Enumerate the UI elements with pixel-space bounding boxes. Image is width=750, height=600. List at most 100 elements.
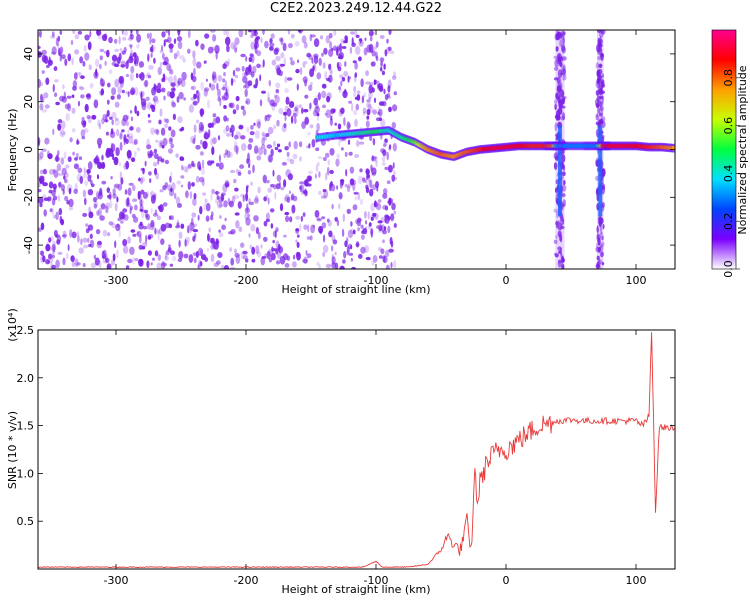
noise-speck: [255, 227, 259, 235]
noise-speck: [212, 34, 217, 42]
noise-speck: [267, 126, 274, 135]
noise-speck: [56, 163, 62, 172]
noise-speck: [556, 76, 562, 84]
noise-speck: [127, 187, 132, 196]
noise-speck: [348, 252, 354, 256]
signal-track: [314, 125, 675, 162]
noise-speck: [157, 66, 162, 76]
noise-speck: [93, 201, 99, 208]
noise-speck: [132, 52, 137, 58]
noise-speck: [253, 84, 258, 89]
noise-speck: [318, 263, 321, 269]
noise-speck: [217, 135, 221, 141]
noise-speck: [154, 193, 157, 200]
noise-speck: [111, 223, 117, 229]
noise-speck: [560, 116, 565, 121]
noise-speck: [249, 131, 255, 136]
noise-speck: [199, 176, 205, 183]
noise-speck: [321, 216, 326, 220]
noise-speck: [318, 57, 322, 66]
noise-speck: [597, 68, 603, 75]
noise-speck: [61, 54, 66, 60]
noise-speck: [229, 247, 232, 252]
noise-speck: [595, 114, 600, 121]
noise-speck: [179, 156, 184, 161]
noise-speck: [597, 30, 601, 33]
snr-x-axis: -300 -200 -100 0 100: [104, 330, 647, 587]
noise-speck: [215, 116, 221, 124]
noise-speck: [231, 195, 236, 203]
noise-speck: [388, 30, 392, 35]
noise-speck: [598, 112, 603, 117]
noise-speck: [241, 143, 247, 152]
noise-speck: [220, 193, 225, 202]
noise-speck: [178, 239, 181, 248]
noise-speck: [207, 122, 213, 129]
noise-speck: [330, 69, 333, 78]
noise-speck: [270, 252, 276, 261]
noise-speck: [223, 115, 228, 122]
noise-speck: [338, 203, 341, 210]
noise-speck: [371, 260, 375, 266]
noise-speck: [563, 180, 566, 185]
noise-speck: [97, 119, 101, 127]
noise-speck: [393, 91, 397, 96]
noise-speck: [311, 138, 316, 148]
chart-title: C2E2.2023.249.12.44.G22: [269, 1, 443, 16]
noise-speck: [221, 86, 227, 91]
noise-speck: [149, 222, 155, 231]
noise-speck: [101, 250, 105, 259]
noise-speck: [170, 250, 175, 255]
noise-speck: [237, 201, 242, 209]
noise-speck: [331, 203, 334, 210]
noise-speck: [337, 61, 342, 69]
noise-speck: [189, 222, 195, 231]
noise-speck: [151, 38, 156, 44]
noise-speck: [368, 43, 374, 53]
noise-speck: [389, 198, 394, 204]
noise-speck: [367, 174, 371, 183]
noise-speck: [557, 79, 561, 85]
noise-speck: [56, 239, 61, 245]
noise-speck: [597, 107, 600, 114]
noise-speck: [234, 212, 240, 216]
noise-speck: [376, 80, 381, 89]
noise-speck: [77, 167, 83, 174]
noise-speck: [558, 103, 562, 108]
noise-speck: [203, 60, 207, 64]
noise-speck: [133, 138, 138, 145]
noise-speck: [601, 235, 604, 241]
noise-speck: [108, 221, 114, 226]
noise-speck: [104, 33, 108, 38]
noise-speck: [111, 111, 117, 119]
noise-speck: [159, 49, 164, 54]
noise-speck: [555, 211, 559, 218]
noise-speck: [217, 96, 221, 102]
noise-speck: [59, 30, 63, 35]
noise-speck: [96, 190, 100, 200]
noise-speck: [51, 254, 56, 259]
noise-speck: [41, 108, 48, 113]
noise-speck: [230, 42, 236, 50]
noise-speck: [74, 49, 80, 55]
noise-speck: [88, 243, 92, 248]
noise-speck: [599, 243, 603, 249]
noise-speck: [561, 91, 565, 97]
noise-speck: [553, 55, 558, 60]
noise-speck: [105, 113, 108, 123]
noise-speck: [270, 223, 274, 229]
noise-speck: [304, 179, 309, 187]
noise-speck: [307, 132, 311, 136]
noise-speck: [345, 237, 349, 243]
noise-speck: [147, 102, 152, 110]
noise-speck: [554, 122, 558, 132]
noise-speck: [302, 258, 308, 264]
noise-speck: [562, 64, 566, 73]
noise-speck: [98, 208, 102, 217]
noise-speck: [265, 218, 270, 223]
noise-speck: [171, 100, 175, 105]
noise-speck: [316, 112, 320, 117]
noise-speck: [596, 262, 599, 269]
noise-speck: [561, 184, 567, 192]
noise-speck: [559, 39, 563, 47]
